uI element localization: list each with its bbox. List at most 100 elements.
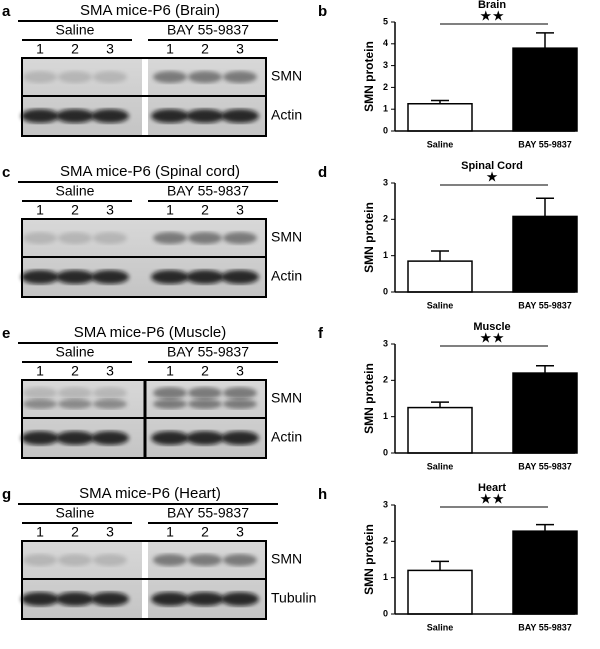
- x-tick-label: BAY 55-9837: [518, 300, 572, 310]
- y-tick-label: 0: [383, 125, 388, 135]
- x-tick-label: Saline: [427, 300, 454, 310]
- panel-letter: g: [2, 486, 11, 503]
- loading-band: [186, 270, 224, 284]
- lane-number: 3: [236, 41, 244, 57]
- loading-band: [186, 431, 224, 445]
- y-axis-label: SMN protein: [362, 202, 376, 273]
- x-tick-label: BAY 55-9837: [518, 461, 572, 471]
- y-tick-label: 1: [383, 411, 388, 421]
- y-tick-label: 0: [383, 286, 388, 296]
- bar: [407, 260, 473, 293]
- y-axis-label: SMN protein: [362, 41, 376, 112]
- x-tick-label: BAY 55-9837: [518, 139, 572, 149]
- y-tick-label: 3: [383, 499, 388, 509]
- y-axis-label: SMN protein: [362, 363, 376, 434]
- lane-number: 2: [201, 363, 209, 379]
- smn-band: [188, 399, 222, 409]
- loading-band: [56, 431, 94, 445]
- bar: [512, 372, 578, 454]
- panel-letter: f: [318, 325, 324, 342]
- smn-band: [58, 387, 92, 399]
- lane-number: 2: [201, 41, 209, 57]
- loading-band: [186, 592, 224, 606]
- smn-band: [93, 71, 127, 83]
- lane-number: 1: [166, 524, 174, 540]
- group-label: BAY 55-9837: [167, 505, 249, 521]
- significance: ★: [486, 169, 499, 185]
- band-label: SMN: [271, 68, 302, 84]
- lane-number: 2: [201, 202, 209, 218]
- bar: [512, 530, 578, 615]
- lane-number: 1: [166, 363, 174, 379]
- bar: [512, 47, 578, 132]
- lane-number: 1: [166, 41, 174, 57]
- smn-band: [153, 554, 187, 566]
- smn-band: [58, 554, 92, 566]
- y-tick-label: 0: [383, 447, 388, 457]
- chart-title: Brain: [478, 0, 506, 11]
- group-label: BAY 55-9837: [167, 344, 249, 360]
- y-tick-label: 3: [383, 60, 388, 70]
- x-tick-label: Saline: [427, 139, 454, 149]
- loading-band: [221, 270, 259, 284]
- smn-band: [58, 232, 92, 244]
- panel-letter: h: [318, 486, 327, 503]
- smn-band: [153, 399, 187, 409]
- loading-band: [186, 109, 224, 123]
- smn-band: [153, 71, 187, 83]
- smn-band: [93, 387, 127, 399]
- loading-band: [91, 270, 129, 284]
- y-tick-label: 3: [383, 338, 388, 348]
- lane-number: 1: [36, 41, 44, 57]
- panel-letter: d: [318, 164, 327, 181]
- loading-band: [21, 109, 59, 123]
- smn-band: [223, 399, 257, 409]
- loading-band: [221, 109, 259, 123]
- loading-band: [221, 592, 259, 606]
- loading-band: [56, 109, 94, 123]
- band-label: SMN: [271, 551, 302, 567]
- loading-band: [91, 109, 129, 123]
- panel-letter: c: [2, 164, 10, 181]
- panel-letter: b: [318, 3, 327, 20]
- panel-letter: a: [2, 3, 11, 20]
- smn-band: [23, 71, 57, 83]
- smn-band: [23, 554, 57, 566]
- loading-band: [56, 592, 94, 606]
- smn-band: [58, 399, 92, 409]
- loading-band: [221, 431, 259, 445]
- y-axis-label: SMN protein: [362, 524, 376, 595]
- x-tick-label: Saline: [427, 622, 454, 632]
- y-tick-label: 2: [383, 82, 388, 92]
- lane-number: 2: [71, 41, 79, 57]
- loading-band: [91, 592, 129, 606]
- smn-band: [23, 387, 57, 399]
- loading-band: [151, 592, 189, 606]
- band-label: Actin: [271, 107, 302, 123]
- panel-letter: e: [2, 325, 10, 342]
- smn-band: [223, 71, 257, 83]
- loading-band: [91, 431, 129, 445]
- y-tick-label: 3: [383, 177, 388, 187]
- band-label: Tubulin: [271, 590, 316, 606]
- y-tick-label: 2: [383, 214, 388, 224]
- band-label: SMN: [271, 390, 302, 406]
- lane-number: 1: [36, 524, 44, 540]
- band-label: Actin: [271, 429, 302, 445]
- y-tick-label: 0: [383, 608, 388, 618]
- loading-band: [151, 270, 189, 284]
- lane-number: 3: [106, 202, 114, 218]
- group-label: Saline: [56, 344, 95, 360]
- smn-band: [188, 232, 222, 244]
- smn-band: [153, 232, 187, 244]
- lane-number: 3: [106, 363, 114, 379]
- loading-band: [151, 109, 189, 123]
- loading-band: [56, 270, 94, 284]
- lane-number: 3: [236, 363, 244, 379]
- y-tick-label: 2: [383, 375, 388, 385]
- smn-band: [93, 399, 127, 409]
- blot-title: SMA mice-P6 (Muscle): [74, 324, 227, 341]
- smn-band: [188, 387, 222, 399]
- significance: ★★: [479, 330, 504, 346]
